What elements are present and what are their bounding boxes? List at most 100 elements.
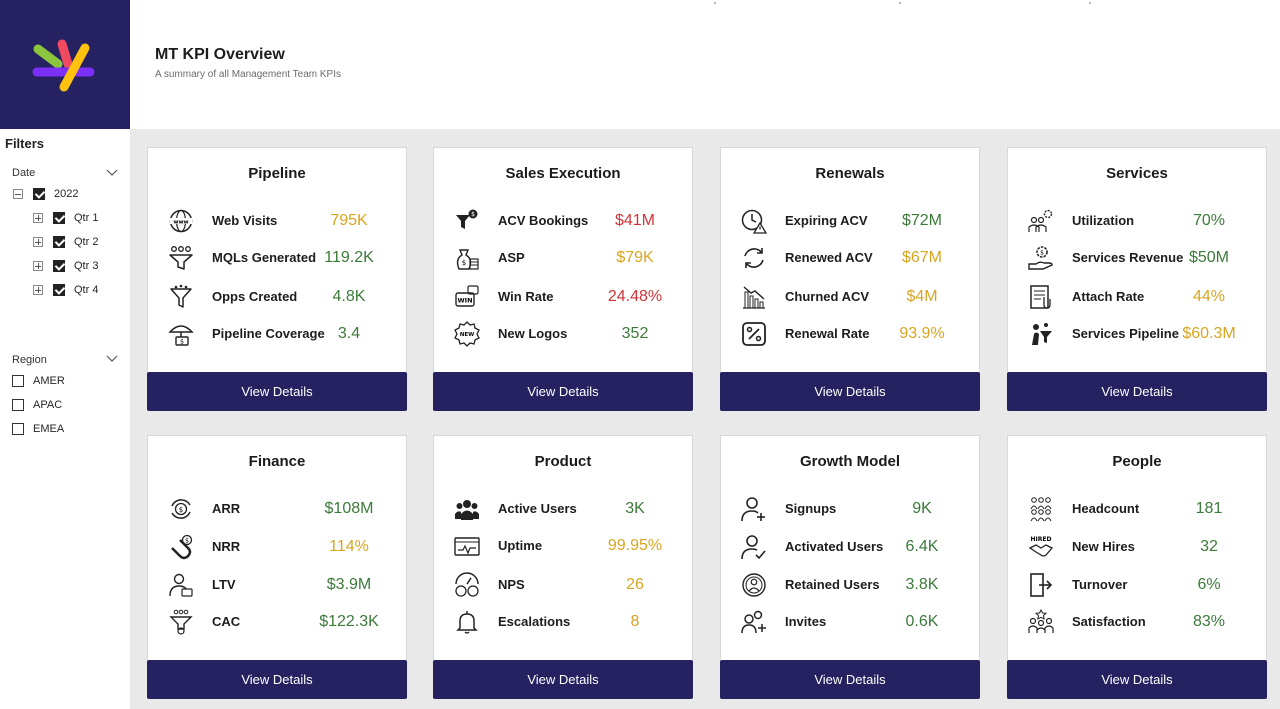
checkbox[interactable] bbox=[12, 423, 24, 435]
kpi-value: $67M bbox=[901, 249, 943, 266]
kpi-card-growth-model: Growth Model Signups 9K Activated Users … bbox=[720, 435, 980, 699]
checkbox[interactable] bbox=[12, 399, 24, 411]
filters-pane: Filters Date 2022 Qtr 1 Qtr 2 Qtr 3 Qtr … bbox=[0, 129, 130, 709]
checkbox[interactable] bbox=[53, 260, 65, 272]
kpi-label: Renewal Rate bbox=[785, 326, 870, 341]
region-option-emea[interactable]: EMEA bbox=[12, 421, 64, 437]
svg-text:HIRED: HIRED bbox=[1031, 536, 1052, 543]
kpi-label: Invites bbox=[785, 614, 827, 629]
kpi-canvas: Pipeline www Web Visits 795K MQLs Genera… bbox=[130, 129, 1280, 709]
kpi-row: Uptime 99.95% bbox=[434, 531, 692, 561]
kpi-row: Services Pipeline $60.3M bbox=[1008, 319, 1266, 349]
umbrella-money-icon: $ bbox=[168, 325, 194, 346]
kpi-label: Pipeline Coverage bbox=[212, 326, 325, 341]
kpi-label: Services Revenue bbox=[1072, 250, 1184, 265]
date-tree-quarter[interactable]: Qtr 1 bbox=[33, 210, 98, 226]
person-funnel-icon bbox=[1032, 323, 1052, 345]
globe-www-icon: www bbox=[169, 209, 193, 233]
kpi-row: Churned ACV $4M bbox=[721, 282, 979, 312]
header-divider-dot bbox=[899, 2, 901, 4]
checkbox[interactable] bbox=[33, 188, 45, 200]
kpi-value: 181 bbox=[1195, 500, 1223, 517]
view-details-button[interactable]: View Details bbox=[720, 660, 980, 699]
date-tree-quarter[interactable]: Qtr 2 bbox=[33, 234, 98, 250]
kpi-value: 795K bbox=[330, 212, 368, 229]
view-details-button[interactable]: View Details bbox=[147, 372, 407, 411]
kpi-card-sales-execution: Sales Execution $ ACV Bookings $41M $ AS… bbox=[433, 147, 693, 411]
expand-icon[interactable] bbox=[33, 285, 43, 295]
region-label: APAC bbox=[33, 399, 63, 411]
kpi-value: 83% bbox=[1192, 613, 1226, 630]
region-option-amer[interactable]: AMER bbox=[12, 373, 65, 389]
kpi-value: 0.6K bbox=[905, 613, 939, 630]
date-tree-year[interactable]: 2022 bbox=[13, 186, 78, 202]
kpi-label: Headcount bbox=[1072, 501, 1140, 516]
kpi-row: HIRED New Hires 32 bbox=[1008, 532, 1266, 562]
chevron-down-icon[interactable] bbox=[106, 354, 118, 364]
collapse-icon[interactable] bbox=[13, 189, 23, 199]
money-bag-icon: $ bbox=[456, 249, 479, 270]
view-details-button[interactable]: View Details bbox=[1007, 372, 1267, 411]
view-details-button[interactable]: View Details bbox=[433, 372, 693, 411]
kpi-value: 119.2K bbox=[324, 249, 374, 266]
date-tree-quarter[interactable]: Qtr 3 bbox=[33, 258, 98, 274]
checkbox[interactable] bbox=[53, 212, 65, 224]
view-details-button[interactable]: View Details bbox=[720, 372, 980, 411]
kpi-row: WIN Win Rate 24.48% bbox=[434, 282, 692, 312]
kpi-value: 8 bbox=[630, 613, 640, 630]
svg-text:$: $ bbox=[471, 211, 475, 218]
region-option-apac[interactable]: APAC bbox=[12, 397, 62, 413]
kpi-value: 3.8K bbox=[905, 576, 939, 593]
refresh-icon bbox=[744, 248, 764, 268]
svg-text:$: $ bbox=[185, 538, 189, 545]
expand-icon[interactable] bbox=[33, 261, 43, 271]
kpi-label: Win Rate bbox=[498, 289, 554, 304]
view-details-button[interactable]: View Details bbox=[433, 660, 693, 699]
kpi-label: Utilization bbox=[1072, 213, 1135, 228]
filters-title: Filters bbox=[5, 136, 45, 151]
kpi-value: $72M bbox=[901, 212, 943, 229]
invite-users-icon bbox=[741, 610, 766, 634]
kpi-card-pipeline: Pipeline www Web Visits 795K MQLs Genera… bbox=[147, 147, 407, 411]
kpi-row: Activated Users 6.4K bbox=[721, 532, 979, 562]
kpi-card-services: Services Utilization 70% $ Services Reve… bbox=[1007, 147, 1267, 411]
kpi-value: $50M bbox=[1188, 249, 1230, 266]
kpi-label: NPS bbox=[498, 577, 525, 592]
view-details-button[interactable]: View Details bbox=[147, 660, 407, 699]
people-funnel-icon bbox=[169, 246, 193, 270]
team-gear-icon bbox=[1028, 209, 1053, 232]
kpi-label: ACV Bookings bbox=[498, 213, 589, 228]
kpi-value: $108M bbox=[324, 500, 374, 517]
kpi-label: New Hires bbox=[1072, 539, 1135, 554]
date-tree-quarter[interactable]: Qtr 4 bbox=[33, 282, 98, 298]
quarter-label: Qtr 3 bbox=[74, 260, 99, 272]
hand-coin-icon: $ bbox=[1028, 246, 1053, 270]
svg-text:$: $ bbox=[1040, 250, 1044, 257]
checkbox[interactable] bbox=[53, 284, 65, 296]
kpi-row: LTV $3.9M bbox=[148, 570, 406, 600]
expand-icon[interactable] bbox=[33, 237, 43, 247]
smiley-faces-icon bbox=[455, 572, 479, 597]
kpi-value: $3.9M bbox=[326, 576, 372, 593]
header-divider-dot bbox=[714, 2, 716, 4]
expand-icon[interactable] bbox=[33, 213, 43, 223]
chevron-down-icon[interactable] bbox=[106, 168, 118, 178]
kpi-label: Web Visits bbox=[212, 213, 278, 228]
kpi-value: $122.3K bbox=[319, 613, 379, 630]
kpi-label: New Logos bbox=[498, 326, 568, 341]
checkbox[interactable] bbox=[53, 236, 65, 248]
happy-team-icon bbox=[1028, 609, 1054, 633]
page-title: MT KPI Overview bbox=[155, 46, 285, 63]
document-attach-icon bbox=[1030, 285, 1051, 309]
kpi-row: Expiring ACV $72M bbox=[721, 206, 979, 236]
card-title: Services bbox=[1106, 165, 1168, 182]
kpi-row: Retained Users 3.8K bbox=[721, 570, 979, 600]
kpi-row: MQLs Generated 119.2K bbox=[148, 243, 406, 273]
kpi-value: 4.8K bbox=[332, 288, 366, 305]
clock-warning-icon bbox=[741, 209, 767, 234]
kpi-label: MQLs Generated bbox=[212, 250, 317, 265]
checkbox[interactable] bbox=[12, 375, 24, 387]
region-slicer-title: Region bbox=[12, 354, 47, 366]
kpi-value: 70% bbox=[1192, 212, 1226, 229]
view-details-button[interactable]: View Details bbox=[1007, 660, 1267, 699]
